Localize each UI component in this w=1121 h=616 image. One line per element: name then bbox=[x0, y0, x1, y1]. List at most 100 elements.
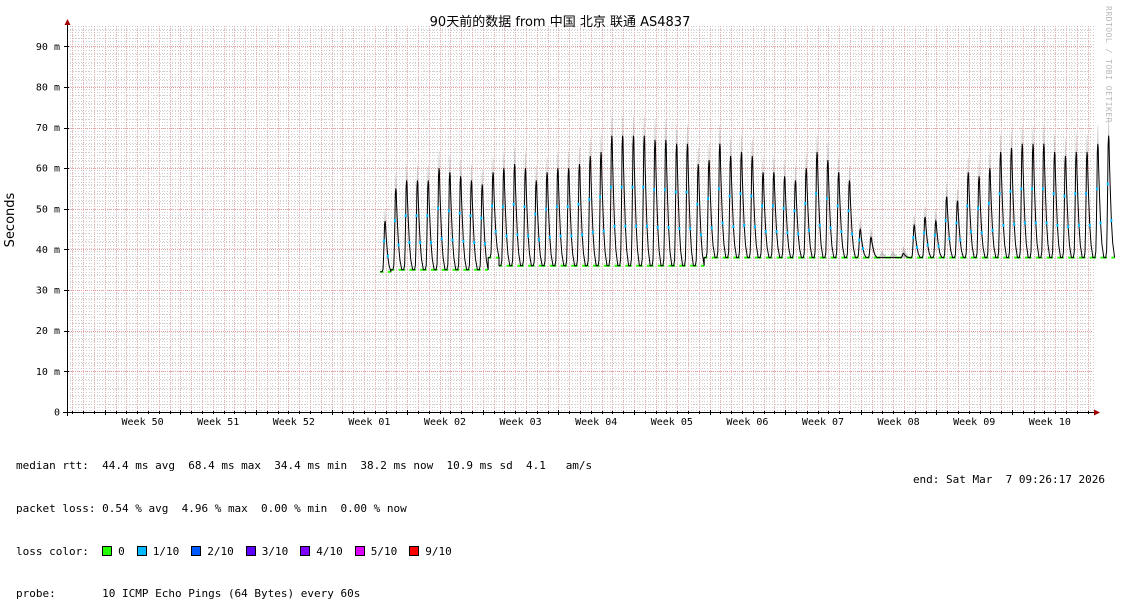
loss-marker bbox=[1041, 187, 1044, 191]
packet-loss-values: 0.54 % avg 4.96 % max 0.00 % min 0.00 % … bbox=[102, 502, 407, 515]
loss-marker bbox=[933, 233, 936, 237]
loss-marker bbox=[588, 197, 591, 201]
loss-marker bbox=[458, 211, 461, 215]
loss-marker bbox=[473, 240, 476, 244]
y-tick-label: 20 m bbox=[36, 326, 60, 337]
loss-marker bbox=[397, 243, 400, 247]
loss-color-swatch bbox=[102, 545, 113, 556]
loss-marker bbox=[915, 245, 918, 249]
loss-marker bbox=[1056, 223, 1059, 227]
loss-color-swatch bbox=[409, 545, 420, 556]
loss-marker bbox=[566, 205, 569, 209]
loss-marker bbox=[577, 202, 580, 206]
loss-color-label: 0 bbox=[118, 544, 125, 558]
loss-color-label: loss color: bbox=[16, 544, 89, 558]
loss-marker bbox=[786, 231, 789, 235]
loss-marker bbox=[548, 235, 551, 239]
loss-marker bbox=[969, 230, 972, 234]
rrdtool-watermark: RRDTOOL / TOBI OETIKER bbox=[1104, 6, 1113, 123]
loss-color-item: 0 bbox=[102, 545, 125, 558]
probe-value: 10 ICMP Echo Pings (64 Bytes) every 60s bbox=[102, 587, 361, 601]
grid bbox=[67, 26, 1094, 412]
probe-row: probe: 10 ICMP Echo Pings (64 Bytes) eve… bbox=[16, 587, 592, 601]
loss-marker bbox=[620, 185, 623, 189]
loss-color-row: loss color: 0 1/10 2/10 3/10 4/10 5/10 9/10 bbox=[16, 545, 592, 559]
loss-marker bbox=[977, 206, 980, 210]
loss-marker bbox=[415, 214, 418, 218]
data-series bbox=[380, 113, 1116, 273]
loss-marker bbox=[537, 238, 540, 242]
loss-marker bbox=[998, 192, 1001, 196]
loss-color-item: 3/10 bbox=[245, 544, 289, 558]
loss-marker bbox=[1099, 221, 1102, 225]
loss-color-label: 5/10 bbox=[370, 544, 398, 558]
loss-color-swatch bbox=[191, 545, 202, 556]
y-tick-label: 80 m bbox=[36, 82, 60, 93]
loss-marker bbox=[505, 234, 508, 238]
loss-marker bbox=[545, 207, 548, 211]
y-tick-label: 30 m bbox=[36, 286, 60, 297]
loss-marker bbox=[818, 223, 821, 227]
loss-marker bbox=[732, 225, 735, 229]
loss-marker bbox=[437, 206, 440, 210]
loss-marker bbox=[1013, 222, 1016, 226]
loss-marker bbox=[761, 204, 764, 208]
loss-marker bbox=[483, 242, 486, 246]
loss-marker bbox=[815, 192, 818, 196]
loss-color-label: 1/10 bbox=[152, 544, 180, 558]
loss-marker bbox=[847, 209, 850, 213]
loss-marker bbox=[386, 254, 389, 258]
loss-marker bbox=[1023, 221, 1026, 225]
loss-marker bbox=[1085, 192, 1088, 196]
loss-marker bbox=[707, 197, 710, 201]
loss-marker bbox=[764, 230, 767, 234]
loss-marker bbox=[599, 195, 602, 199]
loss-color-label: 3/10 bbox=[261, 544, 289, 558]
loss-marker bbox=[807, 228, 810, 232]
loss-marker bbox=[829, 226, 832, 230]
loss-marker bbox=[858, 238, 861, 242]
loss-marker bbox=[653, 188, 656, 192]
y-tick-label: 0 bbox=[54, 408, 60, 419]
loss-marker bbox=[959, 238, 962, 242]
loss-marker bbox=[851, 232, 854, 236]
loss-marker bbox=[494, 230, 497, 234]
loss-marker bbox=[631, 185, 634, 189]
loss-marker bbox=[591, 230, 594, 234]
loss-marker bbox=[912, 236, 915, 240]
axes: 0 10 m 20 m 30 m 40 m 50 m 60 m 70 m 80 m 90 m Wee… bbox=[36, 19, 1100, 428]
probe-label: probe: bbox=[16, 587, 56, 601]
y-tick-label: 50 m bbox=[36, 204, 60, 215]
loss-marker bbox=[775, 230, 778, 234]
x-tick-label: Week 52 bbox=[273, 417, 315, 428]
loss-marker bbox=[926, 243, 929, 247]
loss-marker bbox=[944, 219, 947, 223]
loss-marker bbox=[797, 232, 800, 236]
y-axis-arrow bbox=[64, 19, 71, 25]
x-axis-arrow bbox=[1094, 409, 1100, 416]
loss-color-swatch bbox=[354, 545, 365, 556]
loss-marker bbox=[491, 204, 494, 208]
packet-loss-row: packet loss: 0.54 % avg 4.96 % max 0.00 … bbox=[16, 502, 592, 516]
loss-marker bbox=[609, 185, 612, 189]
smoke-band bbox=[922, 205, 930, 258]
loss-marker bbox=[987, 201, 990, 205]
packet-loss-label: packet loss: bbox=[16, 502, 96, 515]
loss-marker bbox=[559, 234, 562, 238]
loss-marker bbox=[663, 188, 666, 192]
smoke-band bbox=[878, 251, 886, 258]
loss-marker bbox=[635, 224, 638, 228]
loss-marker bbox=[1002, 223, 1005, 227]
x-tick-label: Week 01 bbox=[348, 417, 390, 428]
loss-marker bbox=[501, 205, 504, 209]
loss-marker bbox=[1088, 223, 1091, 227]
loss-marker bbox=[393, 219, 396, 223]
loss-marker bbox=[696, 202, 699, 206]
loss-marker bbox=[685, 190, 688, 194]
loss-marker bbox=[1106, 182, 1109, 186]
loss-marker bbox=[462, 239, 465, 243]
loss-marker bbox=[447, 209, 450, 213]
loss-marker bbox=[570, 234, 573, 238]
loss-marker bbox=[948, 237, 951, 241]
loss-marker bbox=[937, 244, 940, 248]
